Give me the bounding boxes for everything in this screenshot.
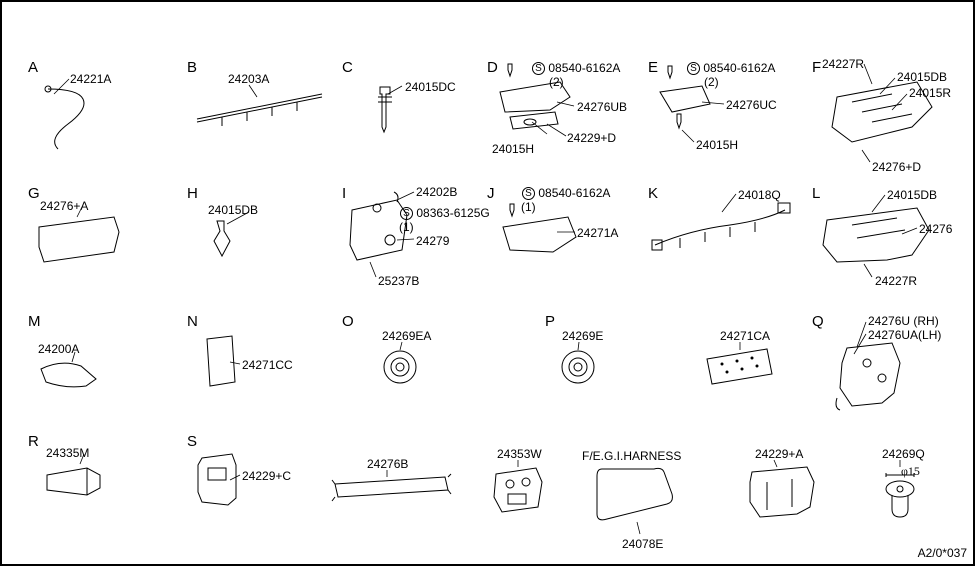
part-s-relay bbox=[194, 450, 242, 510]
callout-l-24015db: 24015DB bbox=[887, 188, 937, 202]
callout-p-24271ca: 24271CA bbox=[720, 329, 770, 343]
part-p-pad bbox=[702, 344, 777, 389]
section-s: S bbox=[187, 433, 197, 450]
callout-a-24221a: 24221A bbox=[70, 72, 111, 86]
section-a: A bbox=[28, 59, 38, 76]
callout-v-egi: F/E.G.I.HARNESS bbox=[582, 449, 681, 463]
circled-s-icon: S bbox=[400, 207, 413, 220]
callout-x-phi15: φ15 bbox=[901, 464, 920, 479]
callout-i-24202b: 24202B bbox=[416, 185, 457, 199]
part-a-cable bbox=[38, 84, 98, 154]
callout-e-qty: (2) bbox=[704, 75, 719, 89]
callout-d-24229d: 24229+D bbox=[567, 131, 616, 145]
callout-f-24276d: 24276+D bbox=[872, 160, 921, 174]
section-c: C bbox=[342, 59, 353, 76]
part-n-plate bbox=[202, 334, 240, 389]
part-t-bar bbox=[330, 472, 455, 507]
callout-l-24276: 24276 bbox=[919, 222, 952, 236]
callout-q-24276u: 24276U (RH) bbox=[868, 314, 939, 328]
part-u-block bbox=[488, 462, 548, 517]
callout-u-24353w: 24353W bbox=[497, 447, 542, 461]
callout-w-24229a: 24229+A bbox=[755, 447, 803, 461]
section-m: M bbox=[28, 313, 41, 330]
callout-f-24015r: 24015R bbox=[909, 86, 951, 100]
callout-f-24015db: 24015DB bbox=[897, 70, 947, 84]
section-h: H bbox=[187, 185, 198, 202]
callout-c-24015dc: 24015DC bbox=[405, 80, 456, 94]
callout-e-24276uc: 24276UC bbox=[726, 98, 777, 112]
section-p: P bbox=[545, 313, 555, 330]
callout-d-08540: S 08540-6162A bbox=[532, 61, 620, 75]
callout-i-24279: 24279 bbox=[416, 234, 449, 248]
part-b-rail bbox=[192, 84, 332, 134]
callout-i-qty: (1) bbox=[399, 220, 414, 234]
callout-r-24335m: 24335M bbox=[46, 446, 89, 460]
circled-s-icon: S bbox=[522, 187, 535, 200]
callout-e-08540: S 08540-6162A bbox=[687, 61, 775, 75]
section-o: O bbox=[342, 313, 354, 330]
footer-code: A2/0*037 bbox=[918, 546, 967, 560]
callout-h-24015db: 24015DB bbox=[208, 203, 258, 217]
callout-b-24203a: 24203A bbox=[228, 72, 269, 86]
callout-x-24269q: 24269Q bbox=[882, 447, 925, 461]
part-h-clip bbox=[202, 216, 242, 266]
part-p-grommet bbox=[558, 347, 598, 387]
callout-d-24276ub: 24276UB bbox=[577, 100, 627, 114]
callout-s-24229c: 24229+C bbox=[242, 469, 291, 483]
callout-m-24200a: 24200A bbox=[38, 342, 79, 356]
part-o-grommet bbox=[380, 347, 420, 387]
callout-q-24276ua: 24276UA(LH) bbox=[868, 328, 941, 342]
circled-s-icon: S bbox=[687, 62, 700, 75]
section-f: F bbox=[812, 59, 821, 76]
section-j: J bbox=[487, 185, 495, 202]
callout-e-24015h: 24015H bbox=[696, 138, 738, 152]
part-m-tie bbox=[36, 354, 106, 394]
section-n: N bbox=[187, 313, 198, 330]
callout-v-24078e: 24078E bbox=[622, 537, 663, 551]
callout-j-08540: S 08540-6162A bbox=[522, 186, 610, 200]
part-w-clamp bbox=[742, 462, 822, 522]
callout-d-24015h: 24015H bbox=[492, 142, 534, 156]
callout-f-24227r: 24227R bbox=[822, 57, 864, 71]
part-c-screw bbox=[370, 82, 400, 142]
section-r: R bbox=[28, 433, 39, 450]
callout-k-24018q: 24018Q bbox=[738, 188, 781, 202]
callout-j-qty: (1) bbox=[521, 200, 536, 214]
part-v-wire bbox=[592, 464, 682, 529]
callout-i-08363: S 08363-6125G bbox=[400, 206, 490, 220]
part-j-tray bbox=[498, 202, 583, 262]
callout-j-24271a: 24271A bbox=[577, 226, 618, 240]
callout-p-24269e: 24269E bbox=[562, 329, 603, 343]
section-b: B bbox=[187, 59, 197, 76]
part-r-connector bbox=[42, 460, 107, 500]
section-q: Q bbox=[812, 313, 824, 330]
callout-g-24276a: 24276+A bbox=[40, 199, 88, 213]
section-g: G bbox=[28, 185, 40, 202]
callout-o-24269ea: 24269EA bbox=[382, 329, 431, 343]
callout-t-24276b: 24276B bbox=[367, 457, 408, 471]
part-g-channel bbox=[34, 212, 124, 267]
callout-i-25237b: 25237B bbox=[378, 274, 419, 288]
callout-l-24227r: 24227R bbox=[875, 274, 917, 288]
callout-d-qty: (2) bbox=[549, 75, 564, 89]
part-q-bracket bbox=[832, 338, 907, 413]
circled-s-icon: S bbox=[532, 62, 545, 75]
diagram-sheet: A B C D E F G H I J K L M N O P Q R S bbox=[0, 0, 975, 566]
part-k-harness bbox=[650, 200, 795, 260]
callout-n-24271cc: 24271CC bbox=[242, 358, 293, 372]
part-l-panel bbox=[817, 200, 937, 275]
